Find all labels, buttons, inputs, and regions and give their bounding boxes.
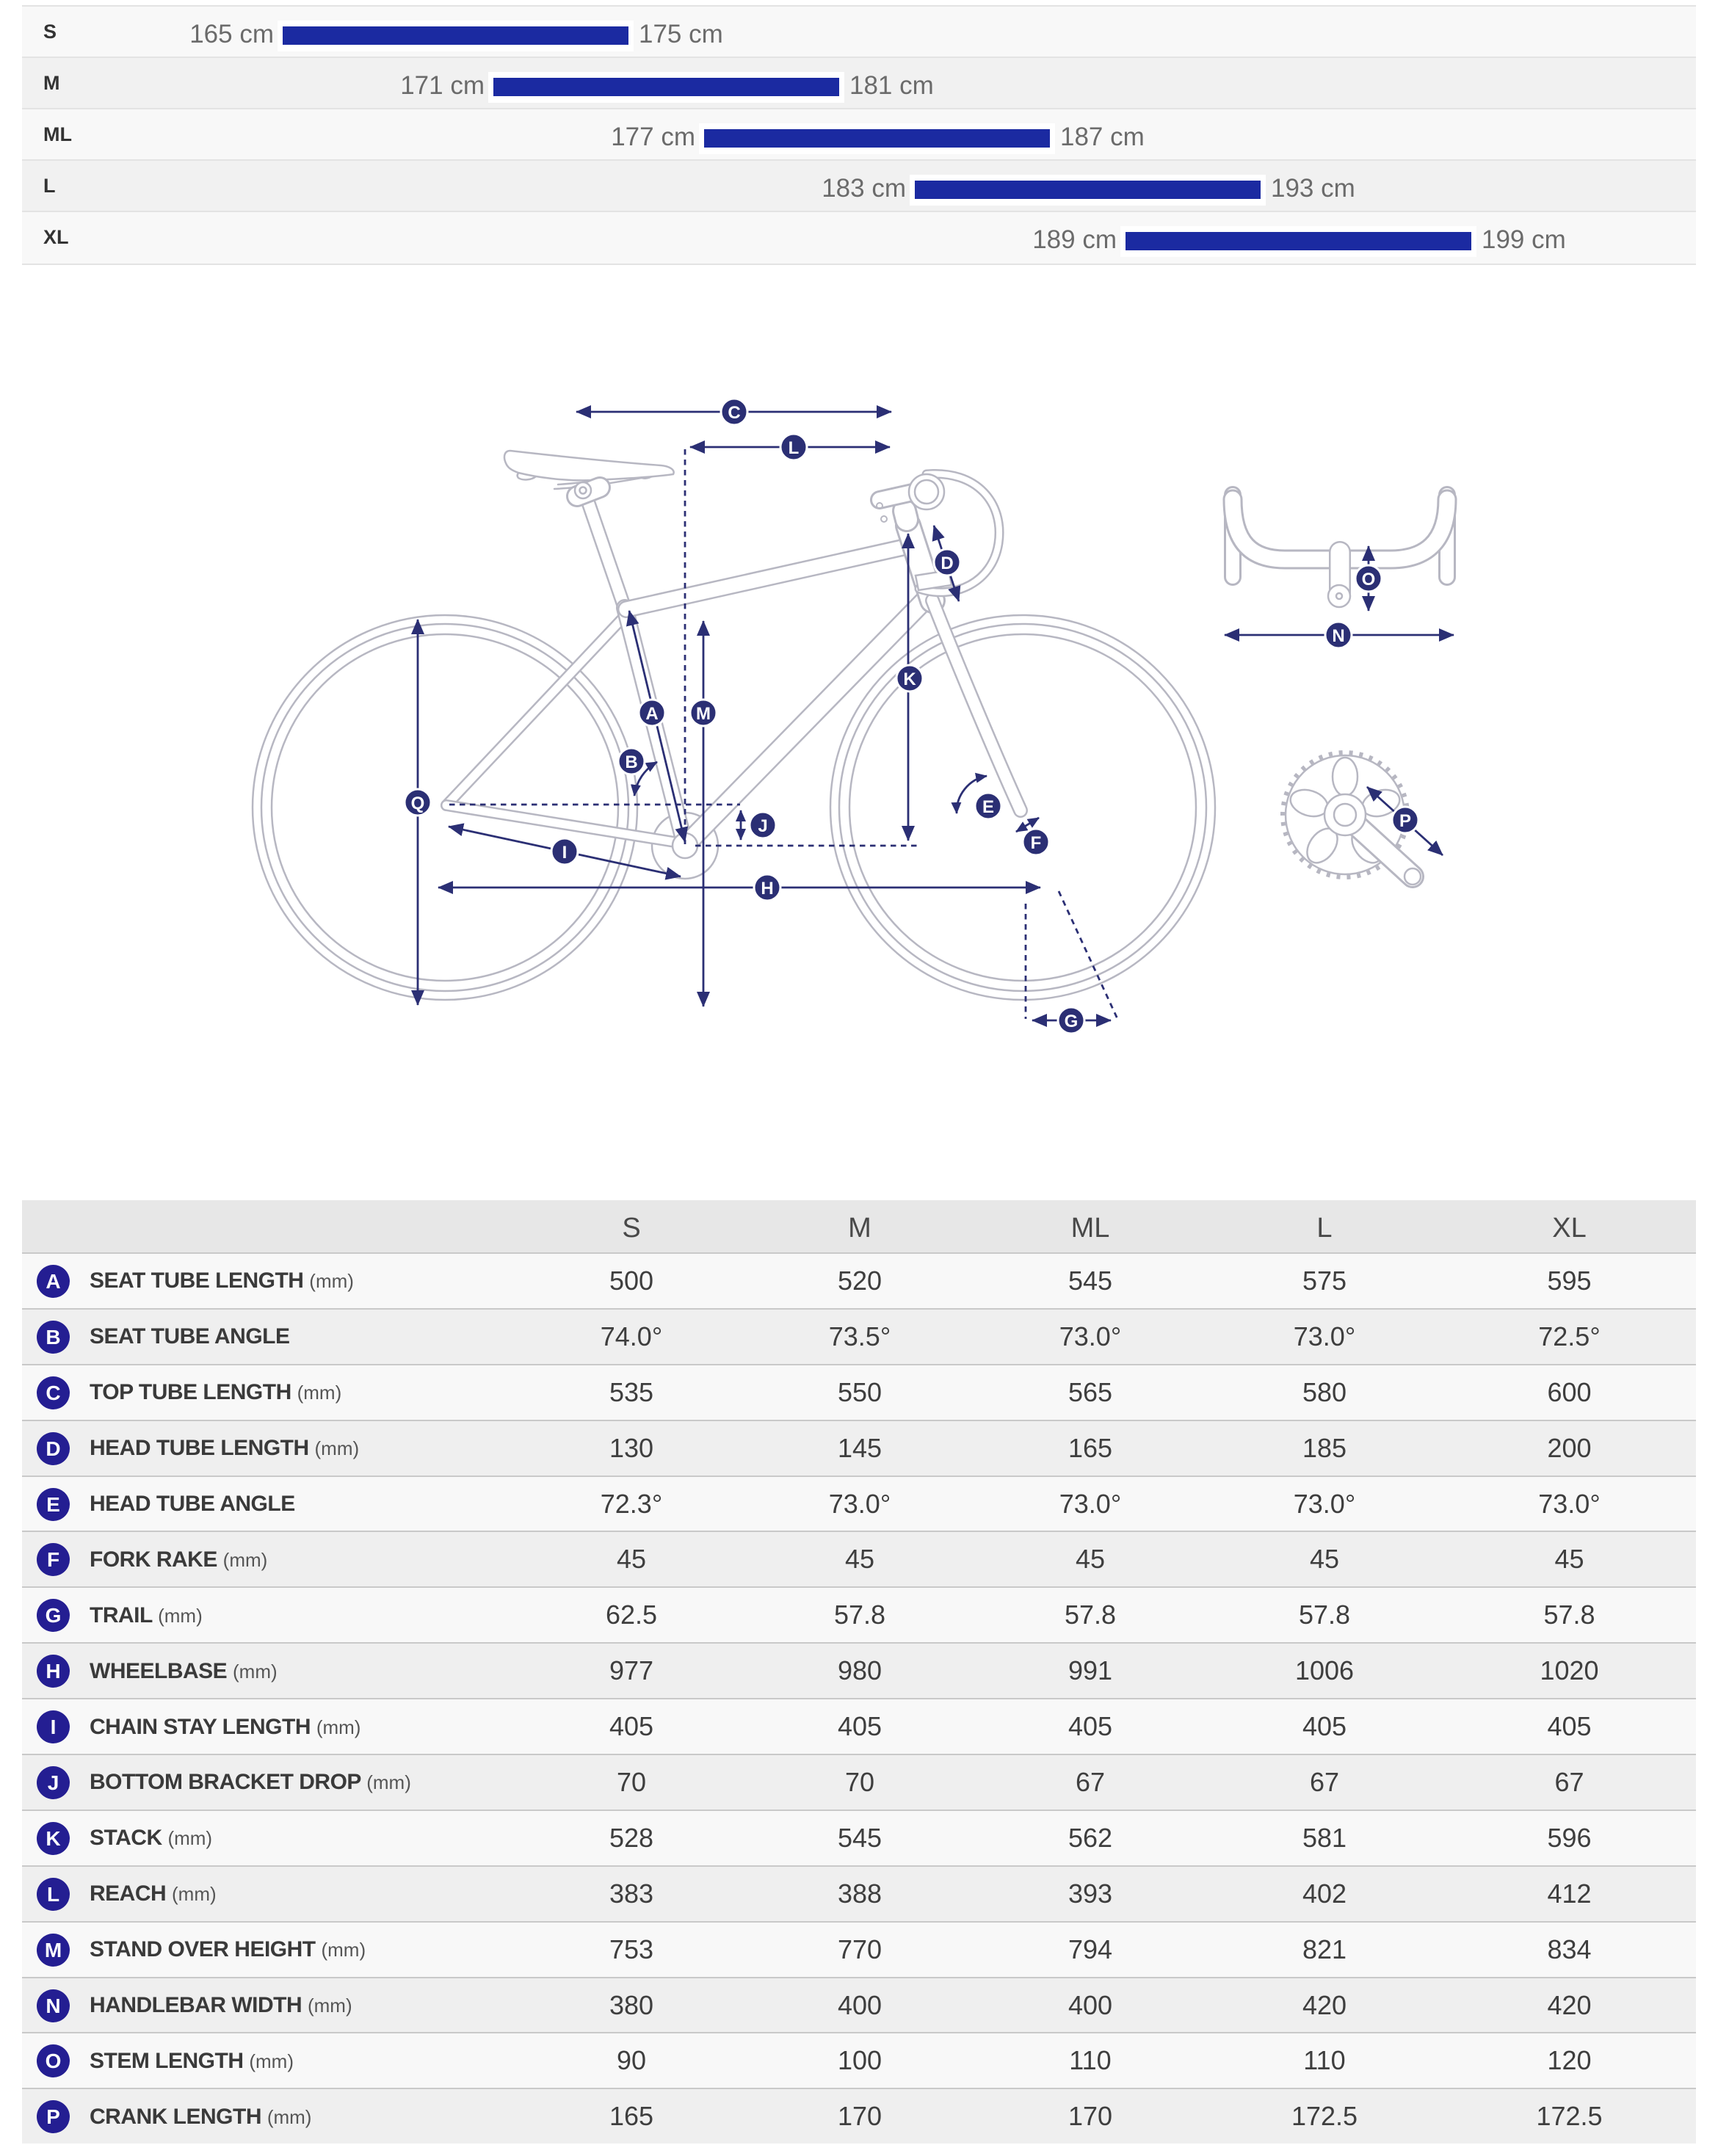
svg-text:K: K <box>903 669 916 689</box>
svg-text:M: M <box>696 704 711 724</box>
svg-text:G: G <box>1065 1012 1079 1031</box>
svg-text:L: L <box>789 438 800 458</box>
svg-text:D: D <box>940 553 953 573</box>
svg-text:P: P <box>1399 811 1411 831</box>
svg-text:C: C <box>728 403 740 423</box>
svg-text:E: E <box>982 797 994 817</box>
svg-text:Q: Q <box>411 794 425 813</box>
svg-text:J: J <box>758 816 767 836</box>
svg-text:H: H <box>761 879 773 899</box>
svg-text:B: B <box>625 752 637 772</box>
svg-text:N: N <box>1332 626 1344 646</box>
svg-text:I: I <box>562 843 568 863</box>
svg-text:F: F <box>1031 833 1042 853</box>
svg-text:O: O <box>1362 570 1376 589</box>
svg-text:A: A <box>645 704 658 724</box>
